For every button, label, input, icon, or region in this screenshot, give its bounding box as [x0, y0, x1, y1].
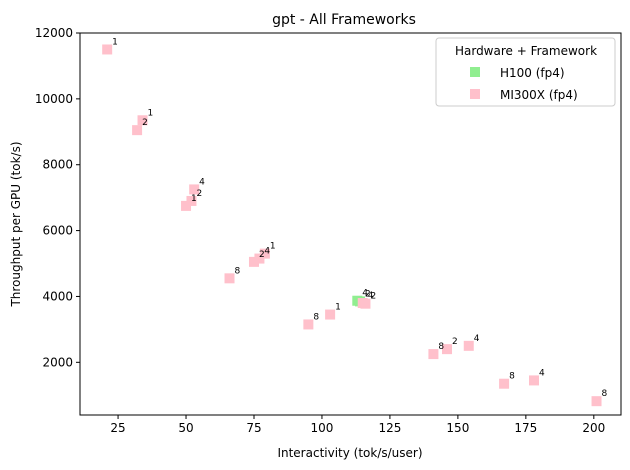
x-tick-label: 75	[246, 421, 261, 435]
data-point-mi300x	[303, 319, 314, 330]
point-label: 4	[362, 289, 368, 299]
data-point-mi300x	[259, 248, 270, 259]
legend-label-h100: H100 (fp4)	[500, 66, 565, 80]
x-axis-label: Interactivity (tok/s/user)	[277, 446, 422, 460]
point-label: 8	[509, 372, 515, 382]
y-tick-label: 8000	[42, 158, 73, 172]
point-label: 2	[259, 250, 265, 260]
point-label: 2	[196, 189, 202, 199]
point-label: 4	[539, 368, 545, 378]
x-tick-label: 50	[178, 421, 193, 435]
point-label: 8	[438, 342, 444, 352]
point-label: 4	[199, 177, 205, 187]
points-layer	[102, 44, 602, 407]
point-label: 8	[313, 312, 319, 322]
point-label: 4	[474, 334, 480, 344]
y-tick-label: 6000	[42, 224, 73, 238]
x-tick-label: 125	[378, 421, 401, 435]
point-label: 2	[370, 292, 376, 302]
data-point-mi300x	[360, 298, 371, 309]
point-label: 2	[365, 289, 371, 299]
point-label: 1	[191, 194, 197, 204]
data-point-mi300x	[224, 273, 235, 284]
x-axis: 25 50 75 100 125 150 175 200	[110, 415, 605, 435]
x-tick-label: 175	[514, 421, 537, 435]
data-point-mi300x	[442, 344, 453, 355]
data-point-mi300x	[102, 44, 113, 55]
data-point-mi300x	[132, 125, 143, 136]
y-axis-label: Throughput per GPU (tok/s)	[9, 141, 23, 307]
y-tick-label: 10000	[35, 92, 73, 106]
data-point-mi300x	[189, 184, 200, 195]
data-point-mi300x	[499, 378, 510, 389]
legend: Hardware + Framework H100 (fp4) MI300X (…	[435, 37, 616, 107]
legend-swatch-h100	[470, 67, 480, 77]
y-tick-label: 12000	[35, 26, 73, 40]
point-label: 1	[335, 303, 341, 313]
data-point-mi300x	[181, 200, 192, 211]
x-tick-label: 200	[582, 421, 605, 435]
data-point-mi300x	[463, 340, 474, 351]
data-point-mi300x	[591, 396, 602, 407]
x-tick-label: 25	[110, 421, 125, 435]
point-label: 1	[148, 108, 154, 118]
x-tick-label: 150	[446, 421, 469, 435]
legend-box	[435, 37, 616, 107]
y-tick-label: 2000	[42, 355, 73, 369]
legend-swatch-mi300x	[470, 89, 480, 99]
point-label: 2	[452, 337, 458, 347]
point-label: 1	[270, 242, 276, 252]
point-label: 4	[264, 247, 270, 257]
legend-label-mi300x: MI300X (fp4)	[500, 88, 578, 102]
point-label: 4	[368, 291, 374, 301]
point-label: 1	[112, 37, 118, 47]
data-point-mi300x	[428, 349, 439, 360]
x-tick-label: 100	[311, 421, 334, 435]
legend-title: Hardware + Framework	[455, 44, 597, 58]
point-label: 8	[602, 389, 608, 399]
data-point-mi300x	[254, 253, 265, 264]
data-point-mi300x	[186, 195, 197, 206]
data-point-mi300x	[137, 115, 148, 126]
y-tick-label: 4000	[42, 289, 73, 303]
point-label: 8	[235, 266, 241, 276]
plot-frame	[79, 32, 622, 416]
data-point-mi300x	[529, 375, 540, 386]
data-point-mi300x	[248, 256, 259, 267]
data-point-mi300x	[325, 309, 336, 320]
point-label: 2	[142, 118, 148, 128]
y-axis: 2000 4000 6000 8000 10000 12000	[35, 26, 80, 369]
chart-title: gpt - All Frameworks	[272, 12, 416, 28]
